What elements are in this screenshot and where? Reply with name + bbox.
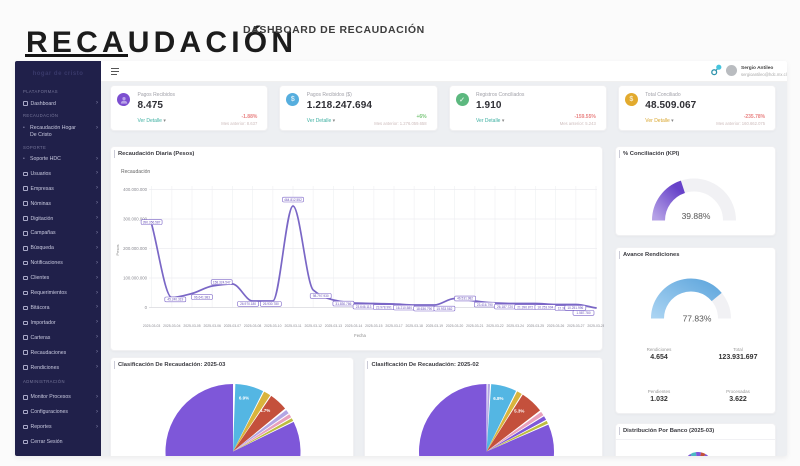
svg-text:158.324.547: 158.324.547 (213, 280, 231, 284)
svg-text:2025-03-05: 2025-03-05 (183, 324, 200, 328)
svg-text:0: 0 (145, 305, 148, 310)
svg-text:Fecha: Fecha (354, 333, 366, 338)
svg-text:2025-03-10: 2025-03-10 (264, 324, 281, 328)
svg-text:6.8%: 6.8% (493, 395, 503, 400)
svg-text:21.396.872: 21.396.872 (517, 305, 533, 309)
svg-text:96.641.983: 96.641.983 (194, 295, 210, 299)
svg-text:2025-03-18: 2025-03-18 (406, 324, 423, 328)
svg-text:100.000.000: 100.000.000 (123, 275, 148, 280)
svg-text:26.970.180: 26.970.180 (240, 302, 256, 306)
svg-text:2025-03-04: 2025-03-04 (163, 324, 180, 328)
svg-text:77.83%: 77.83% (683, 313, 712, 323)
svg-text:2025-03-21: 2025-03-21 (466, 324, 483, 328)
svg-text:98.797.930: 98.797.930 (313, 294, 329, 298)
svg-text:26.187.720: 26.187.720 (497, 305, 513, 309)
svg-text:39.88%: 39.88% (682, 211, 711, 221)
svg-text:23.978.991: 23.978.991 (376, 305, 392, 309)
svg-text:2025-03-11: 2025-03-11 (284, 324, 301, 328)
svg-text:2025-03-08: 2025-03-08 (244, 324, 261, 328)
svg-text:2025-03-25: 2025-03-25 (527, 324, 544, 328)
svg-text:1.587.780: 1.587.780 (576, 311, 590, 315)
svg-text:26.930.780: 26.930.780 (263, 302, 279, 306)
svg-text:23.416.790: 23.416.790 (477, 303, 493, 307)
svg-text:2025-03-06: 2025-03-06 (204, 324, 221, 328)
svg-text:46.531.982: 46.531.982 (457, 297, 473, 301)
svg-text:390.356.587: 390.356.587 (143, 220, 161, 224)
svg-text:16.253.994: 16.253.994 (537, 305, 553, 309)
svg-text:23.646.113: 23.646.113 (356, 305, 372, 309)
svg-text:18.636.790: 18.636.790 (416, 307, 432, 311)
svg-text:464.812.552: 464.812.552 (284, 198, 302, 202)
svg-text:2025-03-28: 2025-03-28 (587, 324, 604, 328)
svg-text:400.000.000: 400.000.000 (123, 187, 148, 192)
svg-text:2025-03-14: 2025-03-14 (345, 324, 362, 328)
svg-text:300.000.000: 300.000.000 (123, 216, 148, 221)
svg-text:2025-03-22: 2025-03-22 (486, 324, 503, 328)
svg-text:Pesos: Pesos (115, 244, 120, 255)
svg-text:6.9%: 6.9% (239, 395, 249, 400)
svg-text:2025-03-27: 2025-03-27 (567, 324, 584, 328)
svg-text:2025-03-19: 2025-03-19 (426, 324, 443, 328)
svg-text:31.830.786: 31.830.786 (335, 302, 351, 306)
svg-text:2025-03-12: 2025-03-12 (305, 324, 322, 328)
svg-text:2025-03-03: 2025-03-03 (143, 324, 160, 328)
svg-text:2025-03-24: 2025-03-24 (507, 324, 524, 328)
svg-text:2025-03-07: 2025-03-07 (224, 324, 241, 328)
svg-text:2025-03-17: 2025-03-17 (385, 324, 402, 328)
svg-text:200.000.000: 200.000.000 (123, 246, 148, 251)
svg-text:16.210.580: 16.210.580 (396, 306, 412, 310)
svg-text:2025-03-26: 2025-03-26 (547, 324, 564, 328)
svg-text:45.240.319: 45.240.319 (167, 298, 183, 302)
svg-text:10.251.996: 10.251.996 (567, 306, 583, 310)
svg-text:4.7%: 4.7% (260, 407, 270, 412)
svg-text:5.3%: 5.3% (514, 408, 524, 413)
svg-text:2025-03-15: 2025-03-15 (365, 324, 382, 328)
svg-text:2025-03-20: 2025-03-20 (446, 324, 463, 328)
svg-text:2025-03-13: 2025-03-13 (325, 324, 342, 328)
svg-text:15.933.582: 15.933.582 (436, 307, 452, 311)
